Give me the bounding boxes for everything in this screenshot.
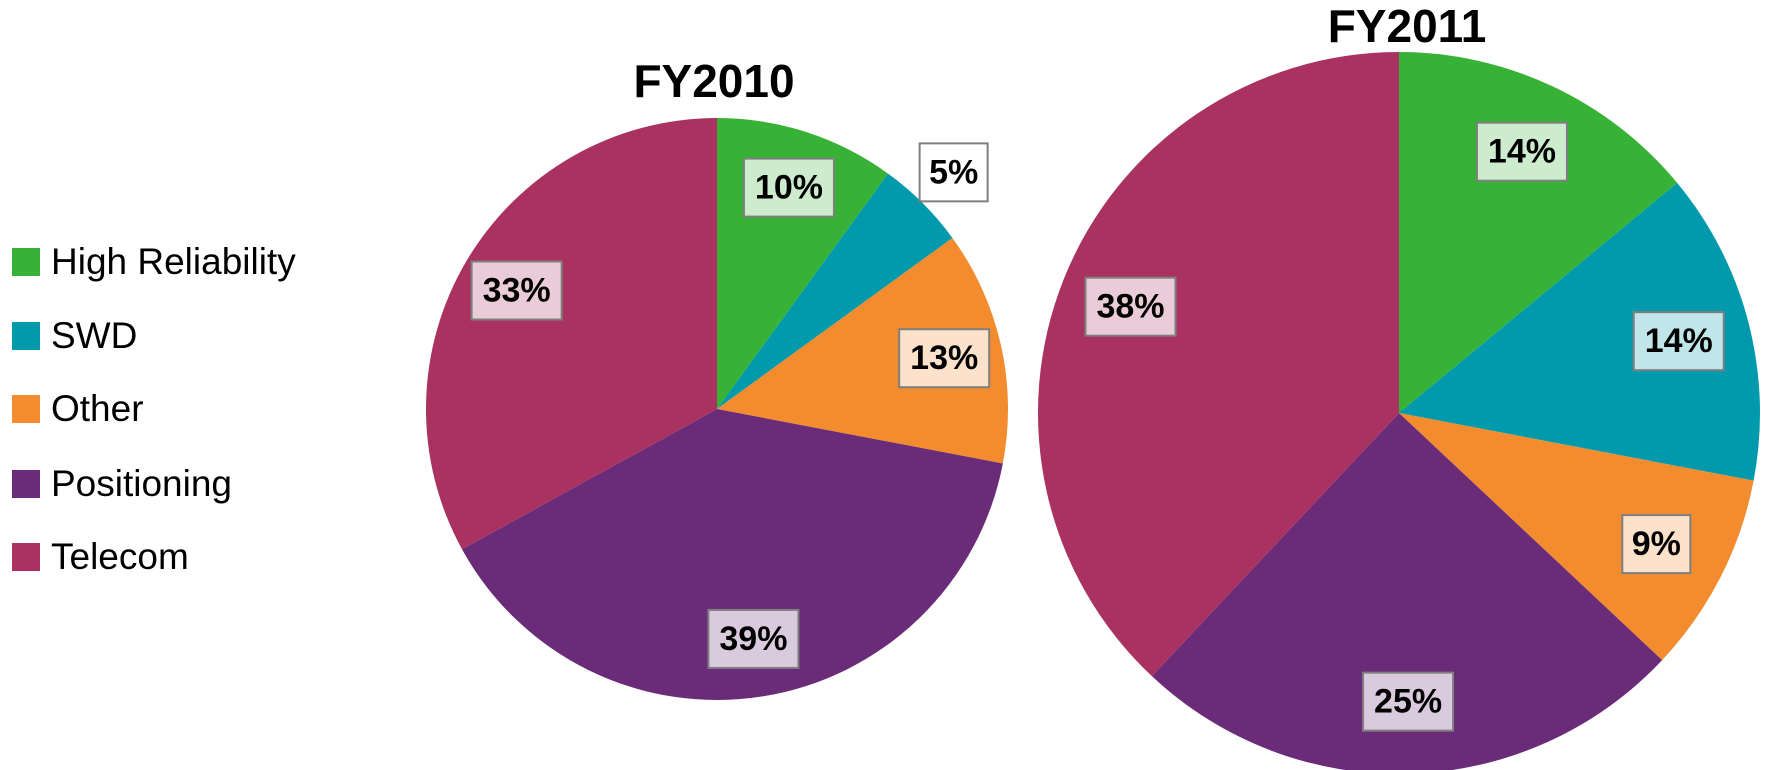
data-label: 33% (483, 271, 551, 309)
pie-slice (461, 409, 1003, 701)
data-label-box (742, 157, 835, 218)
pie-slice (717, 173, 953, 409)
pie-slice (1399, 182, 1760, 481)
data-label: 14% (1488, 133, 1556, 171)
data-label: 5% (929, 153, 978, 191)
data-label-box (918, 142, 989, 203)
data-label-box (1621, 514, 1692, 575)
pie-slice (717, 237, 1008, 464)
data-label: 10% (755, 169, 823, 207)
legend-label: Telecom (51, 536, 189, 577)
legend-label: SWD (51, 315, 137, 356)
pie-slice (1399, 413, 1754, 661)
data-label-box (707, 608, 800, 669)
legend-label: Other (51, 388, 144, 429)
data-label-box (1362, 671, 1455, 732)
data-label-box (1084, 276, 1177, 337)
legend-label: High Reliability (51, 241, 296, 282)
data-label-box (898, 328, 991, 389)
data-label: 38% (1096, 288, 1164, 326)
pie-slice (1038, 52, 1399, 677)
legend-swatch (12, 470, 40, 498)
legend-swatch (12, 248, 40, 276)
pie-slice (426, 118, 717, 550)
data-label: 39% (719, 620, 787, 658)
data-label: 14% (1645, 322, 1713, 360)
chart-title: FY2010 (633, 55, 794, 107)
legend-label: Positioning (51, 463, 232, 504)
data-label-box (1632, 311, 1725, 372)
data-label: 25% (1374, 683, 1442, 721)
legend-swatch (12, 322, 40, 350)
legend-swatch (12, 395, 40, 423)
chart-title: FY2011 (1328, 0, 1487, 52)
legend-swatch (12, 543, 40, 571)
data-label-box (1475, 121, 1568, 182)
pie-slice (1399, 52, 1678, 413)
pie-slice (1151, 413, 1663, 770)
data-label: 13% (910, 339, 978, 377)
data-label: 9% (1632, 525, 1681, 563)
data-label-box (470, 260, 563, 321)
